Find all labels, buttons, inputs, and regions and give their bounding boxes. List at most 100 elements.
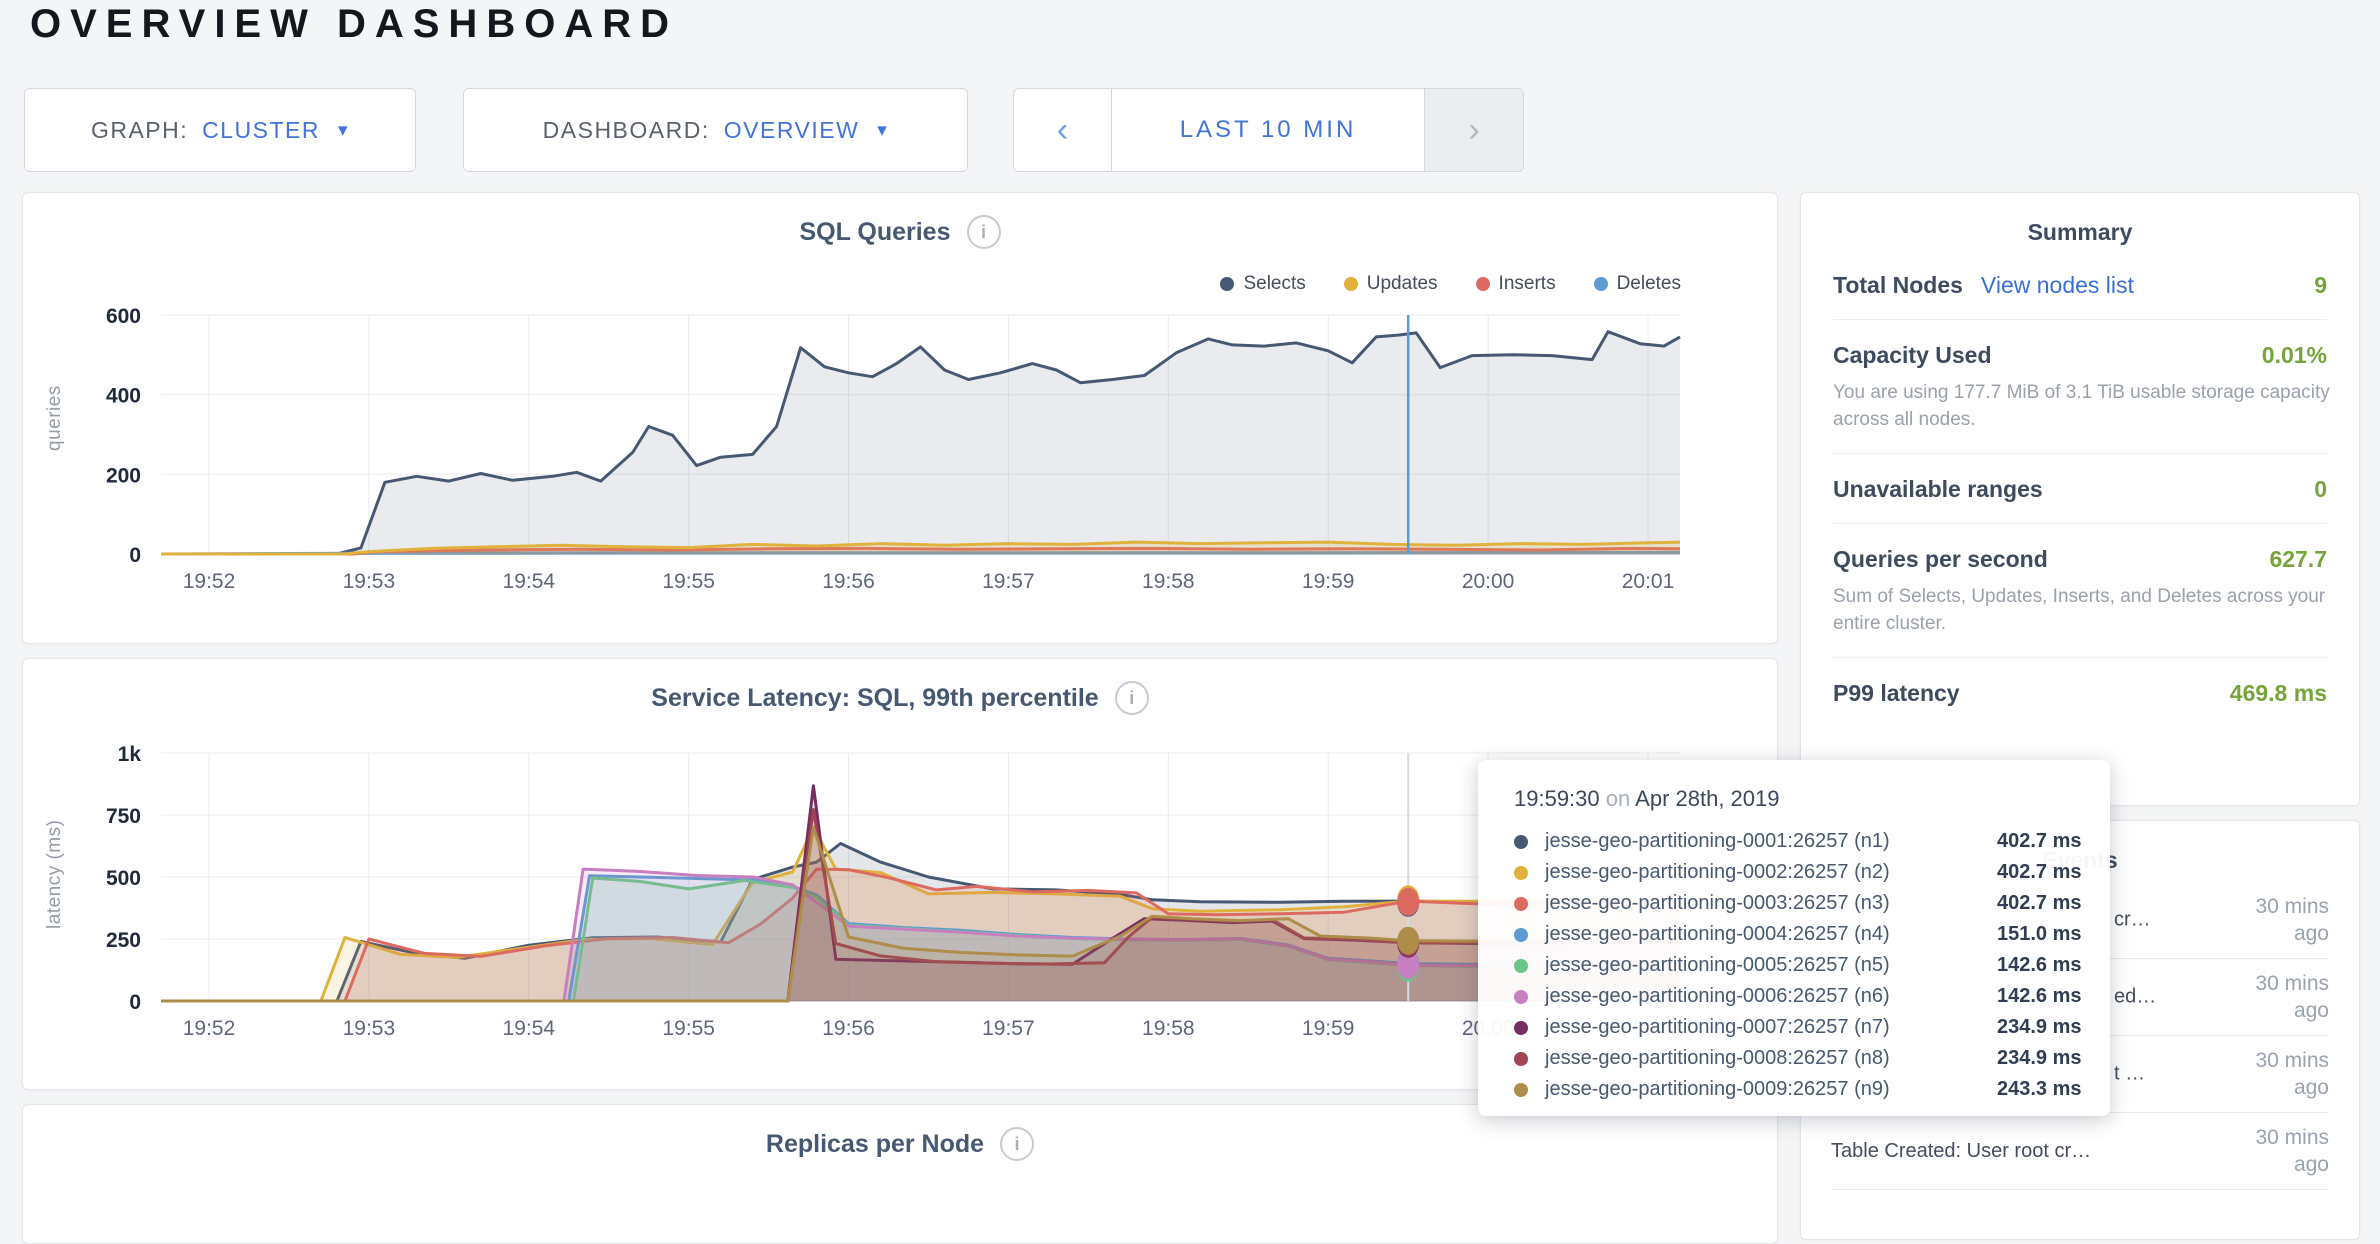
tooltip-row: jesse-geo-partitioning-0008:26257 (n8) 2… — [1514, 1043, 2110, 1074]
replicas-per-node-chart-title: Replicas per Node — [765, 1129, 985, 1158]
service-latency-chart-title: Service Latency: SQL, 99th percentile — [651, 683, 1099, 712]
total-nodes-value: 9 — [2314, 272, 2327, 298]
x-tick-label: 19:54 — [503, 1017, 556, 1040]
node-dot-icon — [1514, 1082, 1528, 1097]
summary-row-p99: P99 latency 469.8 ms — [1833, 657, 2327, 727]
capacity-used-note: You are using 177.7 MiB of 3.1 TiB usabl… — [1833, 382, 2330, 430]
p99-latency-label: P99 latency — [1833, 680, 1960, 706]
legend-item-selects[interactable]: Selects — [1220, 273, 1306, 295]
x-tick-label: 19:52 — [183, 570, 236, 593]
service-latency-panel: Service Latency: SQL, 99th percentile i … — [22, 658, 1778, 1090]
event-text: ed… — [2114, 985, 2157, 1008]
x-tick-label: 19:53 — [343, 570, 396, 593]
view-nodes-list-link[interactable]: View nodes list — [1980, 272, 2134, 298]
x-tick-label: 19:57 — [982, 1017, 1035, 1040]
x-tick-label: 19:58 — [1142, 1017, 1195, 1040]
summary-row-capacity: Capacity Used 0.01% You are using 177.7 … — [1833, 319, 2330, 453]
node-dot-icon — [1514, 1051, 1528, 1066]
event-row[interactable]: Table Created: User root cr… 30 mins ago — [1831, 1113, 2329, 1190]
chevron-right-icon: › — [1468, 110, 1480, 149]
replicas-per-node-panel: Replicas per Node i — [22, 1104, 1778, 1244]
x-tick-label: 19:54 — [503, 570, 556, 593]
y-tick-label: 500 — [106, 867, 141, 890]
legend-item-updates[interactable]: Updates — [1343, 273, 1438, 295]
legend-item-inserts[interactable]: Inserts — [1475, 273, 1556, 295]
inserts-dot-icon — [1475, 277, 1490, 291]
y-tick-label: 1k — [118, 743, 142, 766]
x-tick-label: 19:56 — [822, 1017, 875, 1040]
updates-dot-icon — [1343, 277, 1358, 291]
event-text: cr… — [2114, 908, 2151, 931]
y-tick-label: 400 — [106, 385, 141, 408]
service-latency-chart[interactable]: 19:52 19:53 19:54 19:55 19:56 19:57 19:58 19:59… — [23, 659, 1777, 1089]
event-text: t … — [2114, 1062, 2146, 1085]
info-icon[interactable]: i — [1000, 1127, 1035, 1161]
event-time: 30 mins ago — [2255, 1126, 2329, 1176]
graph-dropdown-value: CLUSTER — [202, 116, 320, 143]
capacity-used-label: Capacity Used — [1833, 342, 1992, 368]
tooltip-row: jesse-geo-partitioning-0007:26257 (n7) 2… — [1514, 1012, 2110, 1043]
total-nodes-label: Total Nodes — [1833, 272, 1963, 298]
x-tick-label: 19:52 — [183, 1017, 236, 1040]
next-timewindow-button[interactable]: › — [1424, 89, 1523, 171]
tooltip-row: jesse-geo-partitioning-0001:26257 (n1) 4… — [1514, 826, 2110, 857]
chart-tooltip: 19:59:30 on Apr 28th, 2019 jesse-geo-par… — [1478, 760, 2110, 1116]
x-tick-label: 19:57 — [982, 570, 1035, 593]
queries-per-second-label: Queries per second — [1833, 546, 2048, 572]
chevron-down-icon: ▾ — [338, 119, 350, 141]
info-icon[interactable]: i — [1114, 681, 1149, 715]
tooltip-row: jesse-geo-partitioning-0005:26257 (n5) 1… — [1514, 950, 2110, 981]
dashboard-dropdown-label: DASHBOARD: — [542, 116, 710, 143]
timewindow-control: ‹ LAST 10 MIN › — [1013, 88, 1524, 172]
sql-queries-panel: SQL Queries i Selects Updates Inserts De… — [22, 192, 1778, 644]
x-tick-label: 19:58 — [1142, 570, 1195, 593]
tooltip-row: jesse-geo-partitioning-0006:26257 (n6) 1… — [1514, 981, 2110, 1012]
sql-queries-legend: Selects Updates Inserts Deletes — [1220, 273, 1681, 295]
dashboard-dropdown[interactable]: DASHBOARD: OVERVIEW ▾ — [463, 88, 968, 172]
tooltip-row: jesse-geo-partitioning-0004:26257 (n4) 1… — [1514, 919, 2110, 950]
timewindow-label: LAST 10 MIN — [1179, 116, 1357, 143]
event-time: 30 mins ago — [2255, 972, 2329, 1022]
tooltip-timestamp: 19:59:30 on Apr 28th, 2019 — [1514, 786, 1780, 811]
p99-latency-value: 469.8 ms — [2229, 680, 2327, 706]
queries-per-second-note: Sum of Selects, Updates, Inserts, and De… — [1833, 586, 2326, 634]
timewindow-button[interactable]: LAST 10 MIN — [1112, 89, 1424, 171]
unavailable-ranges-label: Unavailable ranges — [1833, 476, 2043, 502]
x-tick-label: 19:55 — [662, 1017, 715, 1040]
node-dot-icon — [1514, 834, 1528, 849]
prev-timewindow-button[interactable]: ‹ — [1014, 89, 1112, 171]
capacity-used-value: 0.01% — [2261, 342, 2327, 368]
page-title: OVERVIEW DASHBOARD — [30, 2, 678, 46]
dashboard-dropdown-value: OVERVIEW — [723, 116, 860, 143]
summary-row-qps: Queries per second 627.7 Sum of Selects,… — [1833, 523, 2327, 657]
x-tick-label: 19:59 — [1302, 570, 1355, 593]
node-dot-icon — [1514, 927, 1528, 942]
y-tick-label: 0 — [129, 991, 141, 1014]
chevron-down-icon: ▾ — [877, 119, 889, 141]
sql-queries-chart[interactable]: 19:52 19:53 19:54 19:55 19:56 19:57 19:58 19:59… — [23, 193, 1777, 643]
y-tick-label: 750 — [106, 805, 141, 828]
y-tick-label: 200 — [106, 464, 141, 487]
sql-queries-chart-title: SQL Queries — [799, 217, 951, 246]
event-time: 30 mins ago — [2255, 895, 2329, 945]
event-text: Table Created: User root cr… — [1831, 1139, 2092, 1162]
node-dot-icon — [1514, 958, 1528, 973]
legend-item-deletes[interactable]: Deletes — [1593, 273, 1681, 295]
summary-title: Summary — [2027, 219, 2133, 245]
info-icon[interactable]: i — [966, 215, 1001, 249]
chevron-left-icon: ‹ — [1056, 110, 1069, 149]
y-tick-label: 250 — [106, 929, 141, 952]
y-tick-label: 600 — [106, 305, 141, 328]
tooltip-row: jesse-geo-partitioning-0009:26257 (n9) 2… — [1514, 1074, 2110, 1105]
node-dot-icon — [1514, 896, 1528, 911]
summary-row-unavailable-ranges: Unavailable ranges 0 — [1833, 453, 2327, 523]
y-tick-label: 0 — [129, 544, 141, 567]
graph-dropdown[interactable]: GRAPH: CLUSTER ▾ — [24, 88, 416, 172]
x-tick-label: 20:01 — [1622, 570, 1675, 593]
node-dot-icon — [1514, 865, 1528, 880]
x-tick-label: 19:56 — [822, 570, 875, 593]
x-tick-label: 20:00 — [1462, 570, 1515, 593]
event-time: 30 mins ago — [2255, 1049, 2329, 1099]
deletes-dot-icon — [1593, 277, 1608, 291]
x-tick-label: 19:59 — [1302, 1017, 1355, 1040]
